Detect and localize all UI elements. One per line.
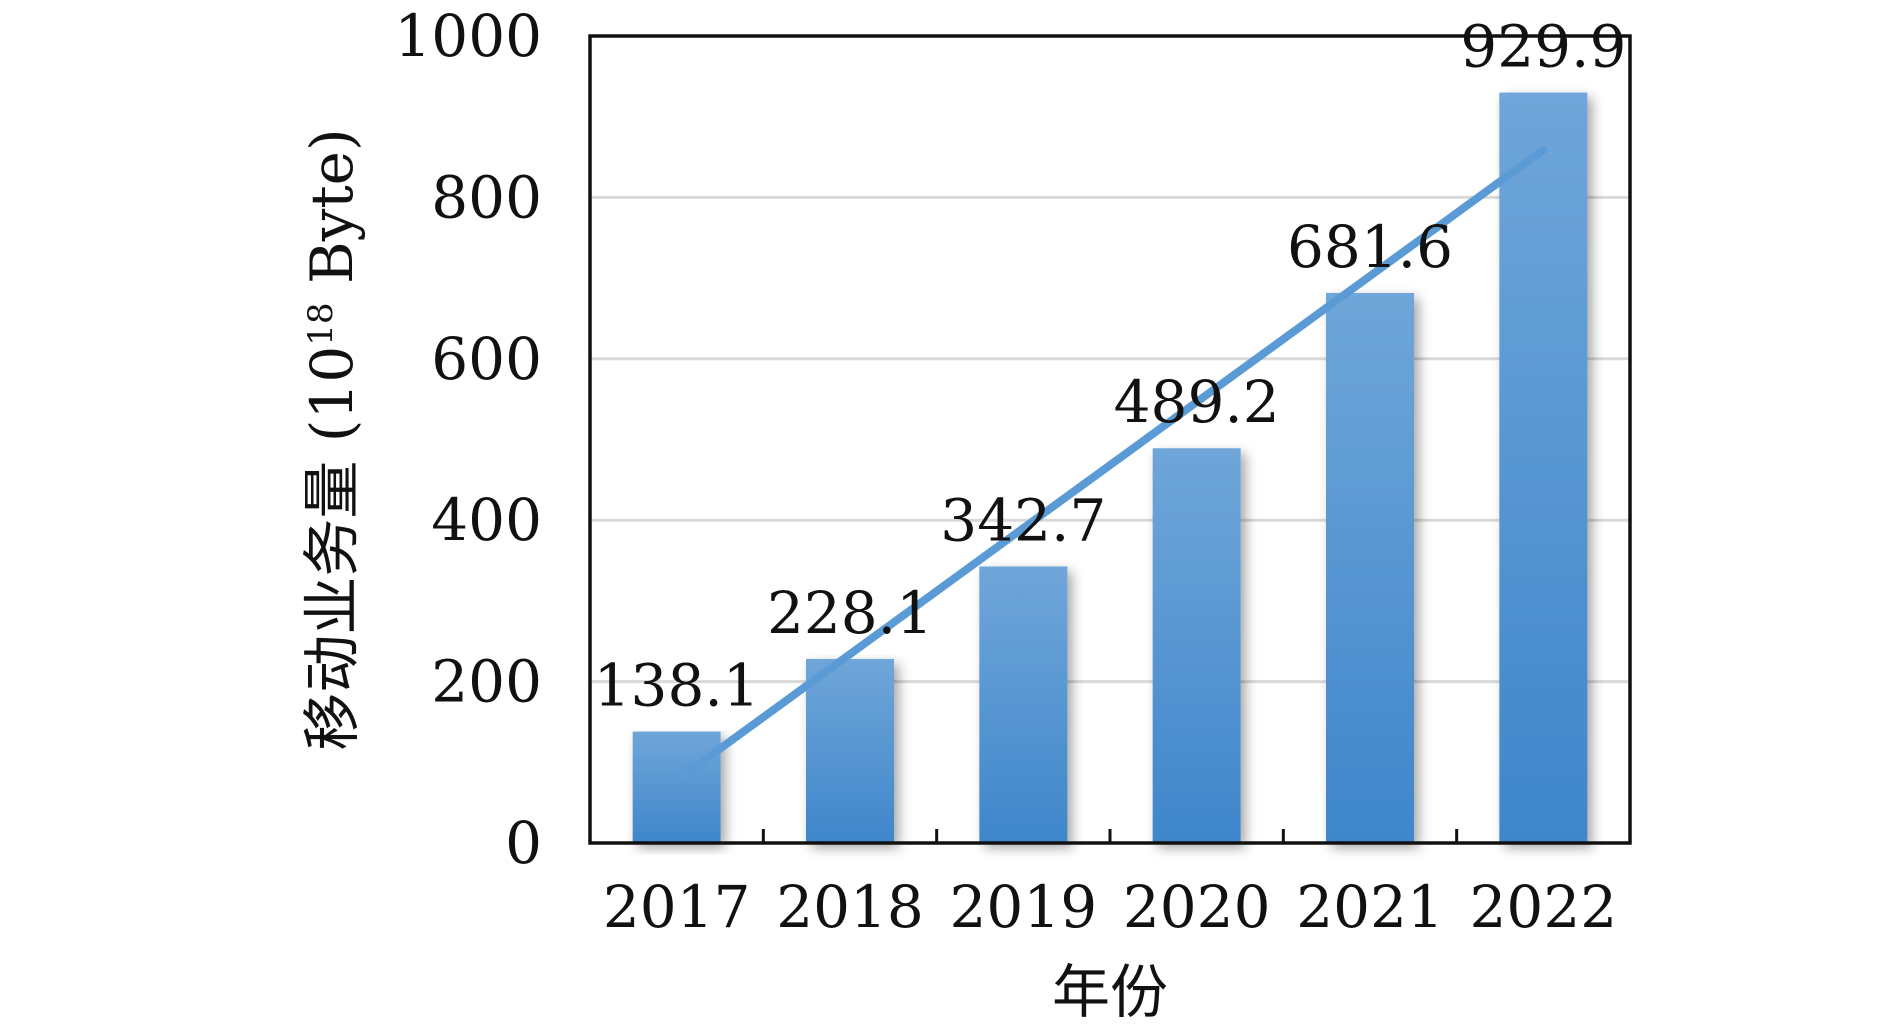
- x-tick-label-2022: 2022: [1470, 873, 1618, 941]
- y-tick-label-2: 400: [431, 486, 542, 554]
- trendline-layer: [672, 146, 1548, 785]
- bar-2020: [1152, 448, 1241, 843]
- y-axis-title: 移动业务量 (1018 Byte): [298, 128, 366, 750]
- data-label-2017: 138.1: [594, 652, 760, 720]
- tick-marks: [588, 829, 1632, 843]
- data-label-2020: 489.2: [1114, 368, 1280, 436]
- trendline: [672, 146, 1548, 785]
- x-tick-label-2017: 2017: [603, 873, 751, 941]
- y-axis-title-suffix: Byte): [298, 128, 366, 302]
- data-label-2022: 929.9: [1460, 13, 1626, 81]
- bar-2017: [632, 731, 721, 843]
- y-axis-title-main: 移动业务量 (10: [298, 346, 366, 751]
- y-tick-label-0: 0: [505, 809, 542, 877]
- bar-2022: [1499, 92, 1588, 844]
- bars: [632, 92, 1588, 844]
- y-axis-title-superscript: 18: [301, 302, 341, 345]
- y-tick-labels: 0 200 400 600 800 1000: [394, 2, 542, 877]
- gridlines: [590, 195, 1630, 684]
- x-tick-label-2021: 2021: [1296, 873, 1444, 941]
- x-tick-label-2020: 2020: [1123, 873, 1271, 941]
- y-tick-label-3: 600: [431, 325, 542, 393]
- y-tick-label-1: 200: [431, 648, 542, 716]
- x-tick-label-2019: 2019: [950, 873, 1098, 941]
- x-tick-label-2018: 2018: [776, 873, 924, 941]
- bar-2018: [806, 658, 894, 843]
- data-label-2019: 342.7: [940, 486, 1106, 554]
- bar-2021: [1326, 292, 1414, 843]
- plot-frame: [588, 34, 1632, 845]
- y-tick-label-5: 1000: [394, 2, 542, 70]
- x-tick-labels: 2017 2018 2019 2020 2021 2022: [603, 873, 1617, 941]
- x-axis-title: 年份: [1052, 958, 1168, 1026]
- bar-2019: [979, 566, 1068, 843]
- data-label-2021: 681.6: [1287, 213, 1453, 281]
- data-label-2018: 228.1: [767, 579, 933, 647]
- y-tick-label-4: 800: [431, 163, 542, 231]
